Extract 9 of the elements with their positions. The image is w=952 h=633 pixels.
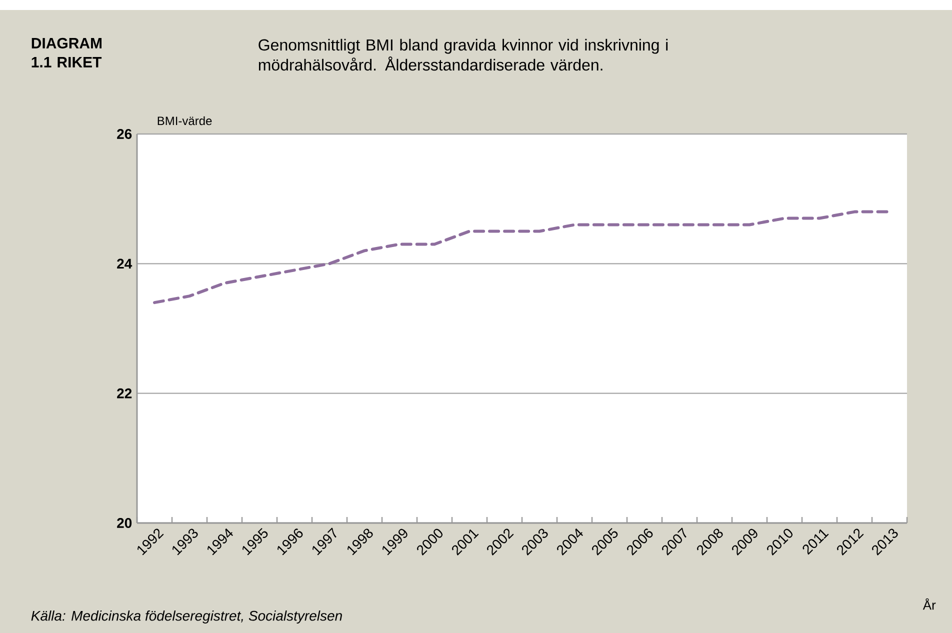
y-tick-label: 22 [117, 388, 132, 398]
y-tick-label: 24 [117, 258, 132, 269]
y-tick-label: 20 [117, 518, 132, 528]
x-axis-title: År [922, 598, 936, 610]
text: Källa: Medicinska födelseregistret, Socialstyrelsen [31, 610, 342, 624]
y-tick-label: 26 [117, 129, 132, 139]
chart-title: DIAGRAM 1.1 RIKET [32, 38, 102, 68]
chart-subtitle: Genomsnittligt BMI bland gravida kvinnor vid inskrivning i mödrahälsovård. Åldersstandardiserade värden. [258, 38, 668, 71]
y-axis-title: BMI-värde [158, 116, 212, 126]
